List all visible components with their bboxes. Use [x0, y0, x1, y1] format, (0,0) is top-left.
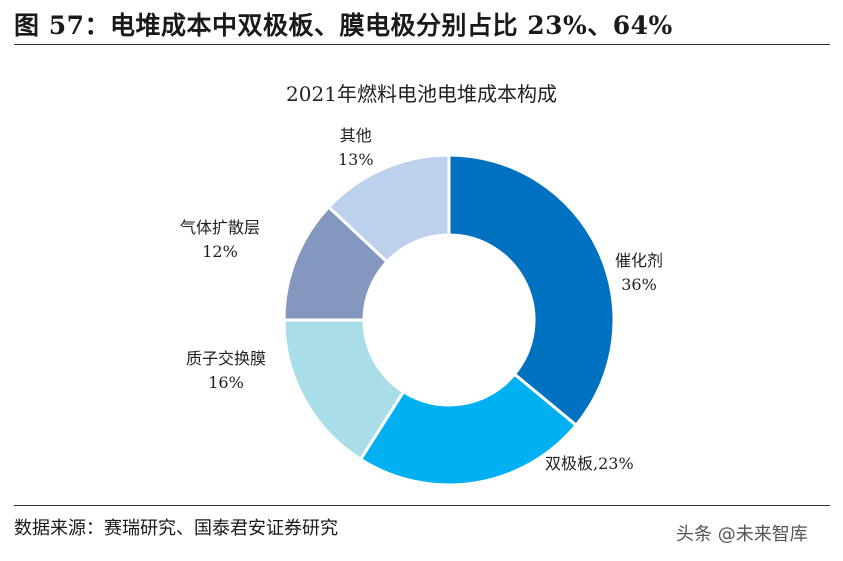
- slice-name: 催化剂: [615, 251, 664, 270]
- slice-catalyst: [447, 153, 616, 428]
- figure-title: 图 57：电堆成本中双极板、膜电极分别占比 23%、64%: [14, 11, 673, 40]
- slice-name: 气体扩散层: [180, 218, 261, 237]
- chart-title: 2021年燃料电池电堆成本构成: [286, 82, 557, 106]
- slice-bipolar-plate: [358, 372, 579, 487]
- slice-name: 质子交换膜: [186, 349, 267, 368]
- slice-label-other: 其他 13%: [338, 124, 374, 172]
- slice-label-bipolar-plate: 双极板,23%: [545, 454, 634, 473]
- slice-label-membrane: 质子交换膜 16%: [186, 347, 266, 395]
- slice-value: 36%: [621, 275, 657, 294]
- bottom-divider: [14, 505, 830, 506]
- watermark: 头条 @未来智库: [676, 524, 808, 545]
- source-note: 数据来源：赛瑞研究、国泰君安证券研究: [14, 518, 338, 539]
- slice-other: [326, 153, 451, 264]
- top-divider: [14, 44, 830, 45]
- slice-value: 12%: [202, 242, 238, 261]
- slice-name: 双极板: [545, 454, 594, 473]
- slice-value: 13%: [338, 150, 374, 169]
- slice-label-gas-diffusion-layer: 气体扩散层 12%: [180, 216, 260, 264]
- slice-value: 16%: [208, 373, 244, 392]
- slice-value: 23%: [598, 454, 634, 473]
- slice-name: 其他: [339, 126, 372, 145]
- slice-label-catalyst: 催化剂 36%: [615, 249, 663, 297]
